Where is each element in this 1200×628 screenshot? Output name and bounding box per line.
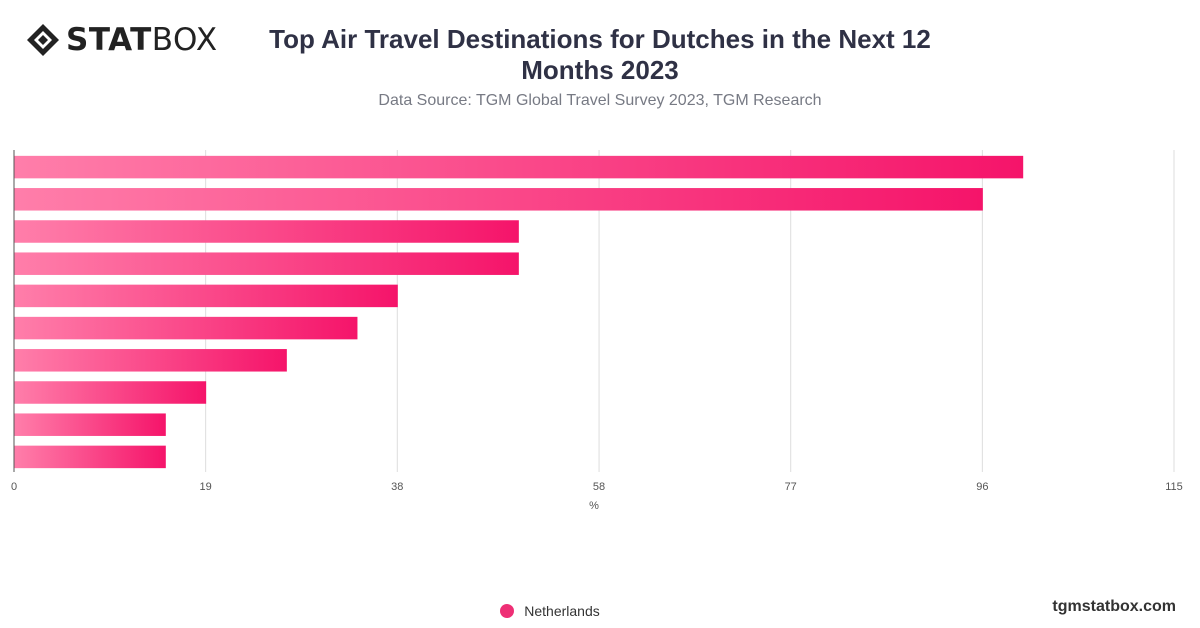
statbox-logo: STATBOX [26, 22, 218, 58]
bar[interactable] [14, 413, 166, 436]
legend-marker-netherlands[interactable] [500, 604, 515, 618]
logo-text: STATBOX [66, 22, 218, 58]
legend-label-netherlands[interactable]: Netherlands [524, 603, 600, 619]
bar[interactable] [14, 188, 983, 211]
x-tick-label: 38 [391, 481, 403, 493]
site-url: tgmstatbox.com [1052, 598, 1176, 615]
chart-title: Top Air Travel Destinations for Dutches … [269, 24, 931, 85]
logo-text-light: BOX [151, 22, 218, 58]
x-tick-label: 96 [976, 481, 988, 493]
x-tick-label: 115 [1165, 481, 1183, 493]
bar[interactable] [14, 284, 398, 308]
bar[interactable] [14, 155, 1024, 179]
x-axis-label: % [589, 500, 599, 512]
x-tick-label: 0 [11, 481, 17, 493]
bar[interactable] [14, 349, 287, 372]
bar[interactable] [14, 445, 166, 469]
bar[interactable] [14, 316, 358, 340]
x-tick-label: 19 [200, 481, 212, 493]
x-tick-label: 77 [785, 481, 797, 493]
diamond-logo-icon [27, 24, 59, 56]
chart-subtitle: Data Source: TGM Global Travel Survey 20… [378, 92, 822, 109]
logo-text-bold: STAT [66, 22, 152, 58]
bar[interactable] [14, 381, 207, 404]
bar[interactable] [14, 220, 519, 243]
x-tick-label: 58 [593, 481, 605, 493]
bar[interactable] [14, 252, 519, 275]
legend: Netherlands [0, 603, 1200, 619]
